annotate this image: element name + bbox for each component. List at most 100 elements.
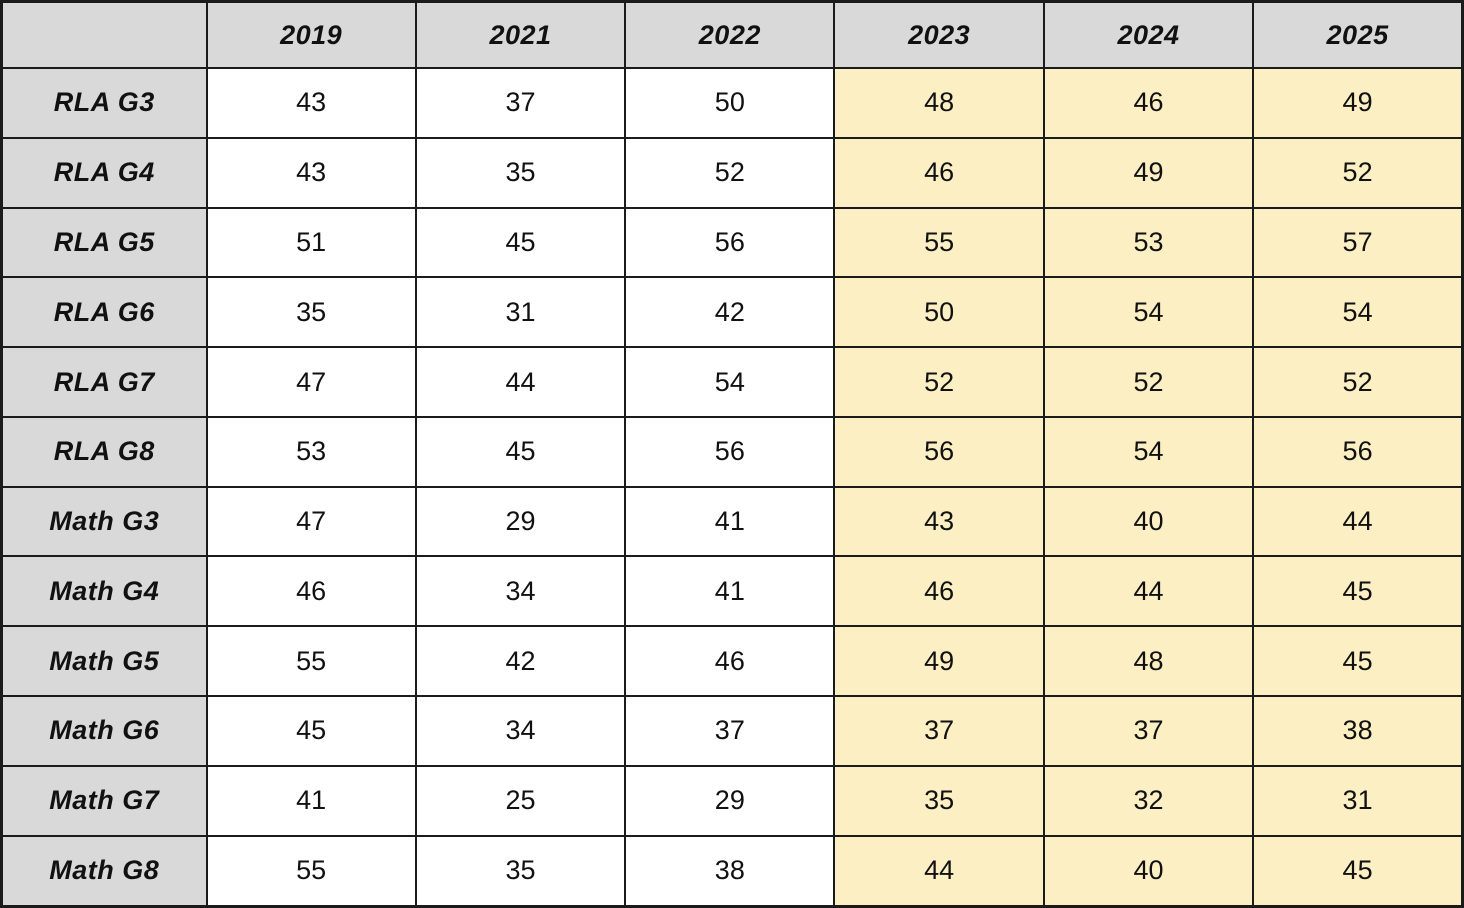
column-header-2023: 2023 (833, 0, 1045, 69)
cell-rla-g4-2021: 35 (414, 136, 627, 209)
cell-rla-g8-2023: 56 (833, 415, 1045, 488)
cell-rla-g5-2023: 55 (833, 206, 1045, 279)
cell-rla-g4-2019: 43 (205, 136, 417, 209)
row-label: Math G5 (0, 625, 208, 698)
cell-rla-g8-2024: 54 (1042, 415, 1255, 488)
cell-rla-g5-2025: 57 (1252, 206, 1464, 279)
cell-rla-g3-2022: 50 (624, 67, 836, 139)
cell-math-g6-2024: 37 (1042, 695, 1255, 767)
table-header: 2019 2021 2022 2023 2024 2025 (0, 0, 1464, 69)
cell-rla-g4-2023: 46 (833, 136, 1045, 209)
row-label: Math G4 (0, 555, 208, 628)
cell-math-g4-2019: 46 (205, 555, 417, 628)
column-header-2022: 2022 (624, 0, 836, 69)
cell-math-g3-2021: 29 (414, 485, 627, 558)
cell-math-g4-2024: 44 (1042, 555, 1255, 628)
column-header-2021: 2021 (414, 0, 627, 69)
cell-rla-g6-2025: 54 (1252, 276, 1464, 349)
row-label: Math G8 (0, 834, 208, 908)
cell-rla-g8-2019: 53 (205, 415, 417, 488)
row-label: Math G7 (0, 764, 208, 837)
table-row-math-g5: Math G5 55 42 46 49 48 45 (0, 625, 1464, 698)
column-header-2019: 2019 (205, 0, 417, 69)
cell-math-g3-2023: 43 (833, 485, 1045, 558)
cell-math-g5-2024: 48 (1042, 625, 1255, 698)
cell-rla-g8-2022: 56 (624, 415, 836, 488)
cell-rla-g7-2023: 52 (833, 346, 1045, 418)
cell-math-g5-2021: 42 (414, 625, 627, 698)
table-row-rla-g5: RLA G5 51 45 56 55 53 57 (0, 206, 1464, 279)
column-header-2025: 2025 (1252, 0, 1464, 69)
table-row-math-g8: Math G8 55 35 38 44 40 45 (0, 834, 1464, 908)
cell-math-g4-2023: 46 (833, 555, 1045, 628)
cell-rla-g3-2023: 48 (833, 67, 1045, 139)
cell-math-g4-2021: 34 (414, 555, 627, 628)
cell-rla-g3-2025: 49 (1252, 67, 1464, 139)
cell-rla-g3-2019: 43 (205, 67, 417, 139)
cell-math-g8-2024: 40 (1042, 834, 1255, 908)
cell-math-g8-2021: 35 (414, 834, 627, 908)
cell-math-g7-2025: 31 (1252, 764, 1464, 837)
table-row-rla-g3: RLA G3 43 37 50 48 46 49 (0, 67, 1464, 139)
cell-rla-g4-2025: 52 (1252, 136, 1464, 209)
cell-rla-g7-2019: 47 (205, 346, 417, 418)
cell-rla-g6-2021: 31 (414, 276, 627, 349)
corner-cell (0, 0, 208, 69)
cell-math-g8-2022: 38 (624, 834, 836, 908)
cell-math-g8-2025: 45 (1252, 834, 1464, 908)
table-row-rla-g6: RLA G6 35 31 42 50 54 54 (0, 276, 1464, 349)
cell-rla-g5-2019: 51 (205, 206, 417, 279)
cell-math-g6-2019: 45 (205, 695, 417, 767)
cell-math-g7-2019: 41 (205, 764, 417, 837)
cell-rla-g4-2024: 49 (1042, 136, 1255, 209)
cell-rla-g3-2021: 37 (414, 67, 627, 139)
cell-math-g6-2021: 34 (414, 695, 627, 767)
table-body: RLA G3 43 37 50 48 46 49 RLA G4 43 35 52 46 49 52 RLA … (0, 67, 1464, 908)
row-label: RLA G5 (0, 206, 208, 279)
row-label: RLA G6 (0, 276, 208, 349)
row-label: RLA G3 (0, 67, 208, 139)
cell-math-g5-2022: 46 (624, 625, 836, 698)
cell-rla-g7-2021: 44 (414, 346, 627, 418)
cell-math-g8-2019: 55 (205, 834, 417, 908)
cell-math-g3-2025: 44 (1252, 485, 1464, 558)
cell-rla-g6-2022: 42 (624, 276, 836, 349)
cell-math-g7-2022: 29 (624, 764, 836, 837)
cell-math-g3-2022: 41 (624, 485, 836, 558)
cell-rla-g5-2024: 53 (1042, 206, 1255, 279)
cell-rla-g8-2025: 56 (1252, 415, 1464, 488)
column-header-2024: 2024 (1042, 0, 1255, 69)
table-row-rla-g8: RLA G8 53 45 56 56 54 56 (0, 415, 1464, 488)
row-label: RLA G7 (0, 346, 208, 418)
cell-rla-g5-2021: 45 (414, 206, 627, 279)
cell-math-g4-2022: 41 (624, 555, 836, 628)
row-label: RLA G8 (0, 415, 208, 488)
cell-rla-g6-2023: 50 (833, 276, 1045, 349)
cell-rla-g6-2024: 54 (1042, 276, 1255, 349)
cell-rla-g4-2022: 52 (624, 136, 836, 209)
table-row-math-g7: Math G7 41 25 29 35 32 31 (0, 764, 1464, 837)
cell-math-g7-2024: 32 (1042, 764, 1255, 837)
row-label: RLA G4 (0, 136, 208, 209)
cell-math-g7-2023: 35 (833, 764, 1045, 837)
cell-rla-g7-2024: 52 (1042, 346, 1255, 418)
row-label: Math G6 (0, 695, 208, 767)
table-row-rla-g7: RLA G7 47 44 54 52 52 52 (0, 346, 1464, 418)
cell-math-g5-2025: 45 (1252, 625, 1464, 698)
cell-rla-g3-2024: 46 (1042, 67, 1255, 139)
table-row-math-g3: Math G3 47 29 41 43 40 44 (0, 485, 1464, 558)
cell-math-g4-2025: 45 (1252, 555, 1464, 628)
table-row-math-g6: Math G6 45 34 37 37 37 38 (0, 695, 1464, 767)
cell-math-g6-2025: 38 (1252, 695, 1464, 767)
cell-rla-g7-2025: 52 (1252, 346, 1464, 418)
cell-math-g8-2023: 44 (833, 834, 1045, 908)
header-row: 2019 2021 2022 2023 2024 2025 (0, 0, 1464, 69)
cell-math-g6-2022: 37 (624, 695, 836, 767)
cell-math-g7-2021: 25 (414, 764, 627, 837)
cell-rla-g5-2022: 56 (624, 206, 836, 279)
cell-math-g5-2023: 49 (833, 625, 1045, 698)
cell-math-g6-2023: 37 (833, 695, 1045, 767)
row-label: Math G3 (0, 485, 208, 558)
